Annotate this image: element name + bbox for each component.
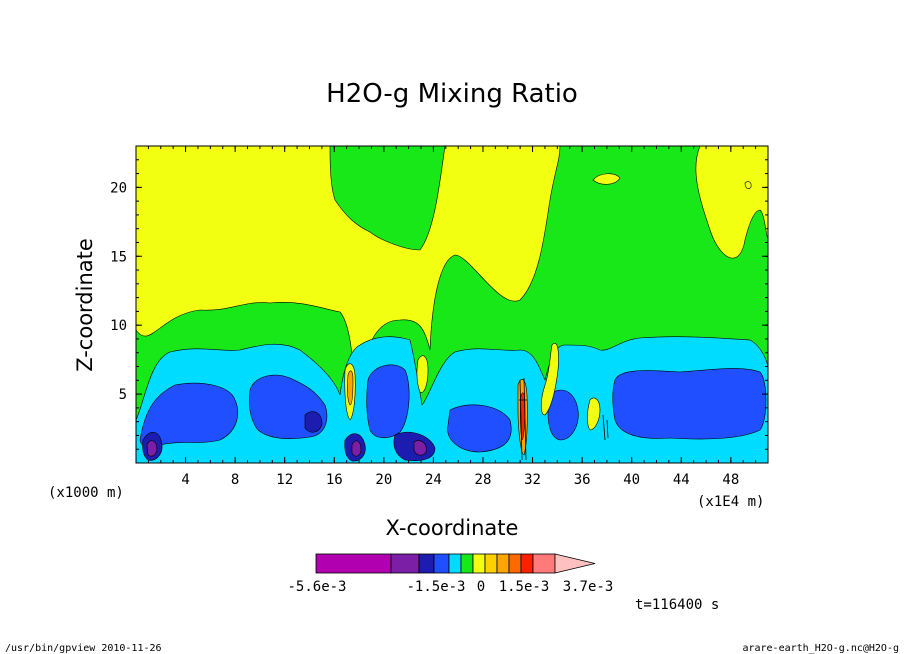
contour-orange xyxy=(347,370,528,456)
y-tick-label: 5 xyxy=(119,387,127,403)
colorbar-segment xyxy=(390,553,420,574)
x-tick-label: 20 xyxy=(375,472,392,488)
x-tick-label: 48 xyxy=(722,472,739,488)
x-axis-label: X-coordinate xyxy=(386,516,519,540)
y-tick-label: 10 xyxy=(110,318,127,334)
colorbar-segment xyxy=(532,553,556,574)
x-tick-label: 44 xyxy=(673,472,690,488)
colorbar-extension xyxy=(554,553,596,574)
colorbar-label: 0 xyxy=(477,579,485,595)
time-label: t=116400 s xyxy=(635,597,719,613)
x-tick-label: 40 xyxy=(623,472,640,488)
x-axis-range-unit: (x1E4 m) xyxy=(697,494,764,510)
x-tick-label: 36 xyxy=(574,472,591,488)
colorbar-label: -1.5e-3 xyxy=(406,579,465,595)
y-tick-label: 15 xyxy=(110,249,127,265)
colorbar-segment xyxy=(508,553,522,574)
colorbar-segment xyxy=(484,553,498,574)
contour-green-plume xyxy=(329,145,446,251)
contour-blue xyxy=(139,364,767,453)
colorbar-segment xyxy=(520,553,534,574)
y-axis-ticks: 5 10 15 20 xyxy=(110,159,768,450)
x-tick-label: 28 xyxy=(475,472,492,488)
colorbar-label: 3.7e-3 xyxy=(563,579,614,595)
colorbar-segment xyxy=(315,553,392,574)
colorbar-segment xyxy=(496,553,510,574)
colorbar xyxy=(315,553,596,574)
x-tick-label: 32 xyxy=(524,472,541,488)
colorbar-segment xyxy=(433,553,450,574)
colorbar-segment xyxy=(448,553,462,574)
x-tick-label: 12 xyxy=(276,472,293,488)
footer-left: /usr/bin/gpview 2010-11-26 xyxy=(5,643,162,654)
x-tick-label: 4 xyxy=(181,472,189,488)
y-tick-label: 20 xyxy=(110,180,127,196)
x-tick-label: 8 xyxy=(231,472,239,488)
colorbar-label: -5.6e-3 xyxy=(287,579,346,595)
x-tick-label: 16 xyxy=(326,472,343,488)
plot-frame xyxy=(135,145,769,464)
x-axis-unit: (x1000 m) xyxy=(48,485,124,501)
chart-title: H2O-g Mixing Ratio xyxy=(326,79,578,109)
y-axis-label: Z-coordinate xyxy=(73,238,97,372)
contour-purple xyxy=(146,440,427,457)
x-tick-label: 24 xyxy=(425,472,442,488)
colorbar-segment xyxy=(418,553,435,574)
x-axis-ticks: 4 8 12 16 20 24 28 32 36 40 44 48 xyxy=(147,146,757,488)
contour-yellow-finger xyxy=(344,173,752,431)
contour-navy xyxy=(142,411,436,462)
colorbar-ticks: -5.6e-3 -1.5e-3 0 1.5e-3 3.7e-3 xyxy=(287,579,613,595)
colorbar-segment xyxy=(460,553,474,574)
colorbar-segment xyxy=(472,553,486,574)
contour-line-dense xyxy=(519,377,609,461)
footer-right: arare-earth_H2O-g.nc@H2O-g xyxy=(742,643,899,654)
colorbar-label: 1.5e-3 xyxy=(499,579,550,595)
